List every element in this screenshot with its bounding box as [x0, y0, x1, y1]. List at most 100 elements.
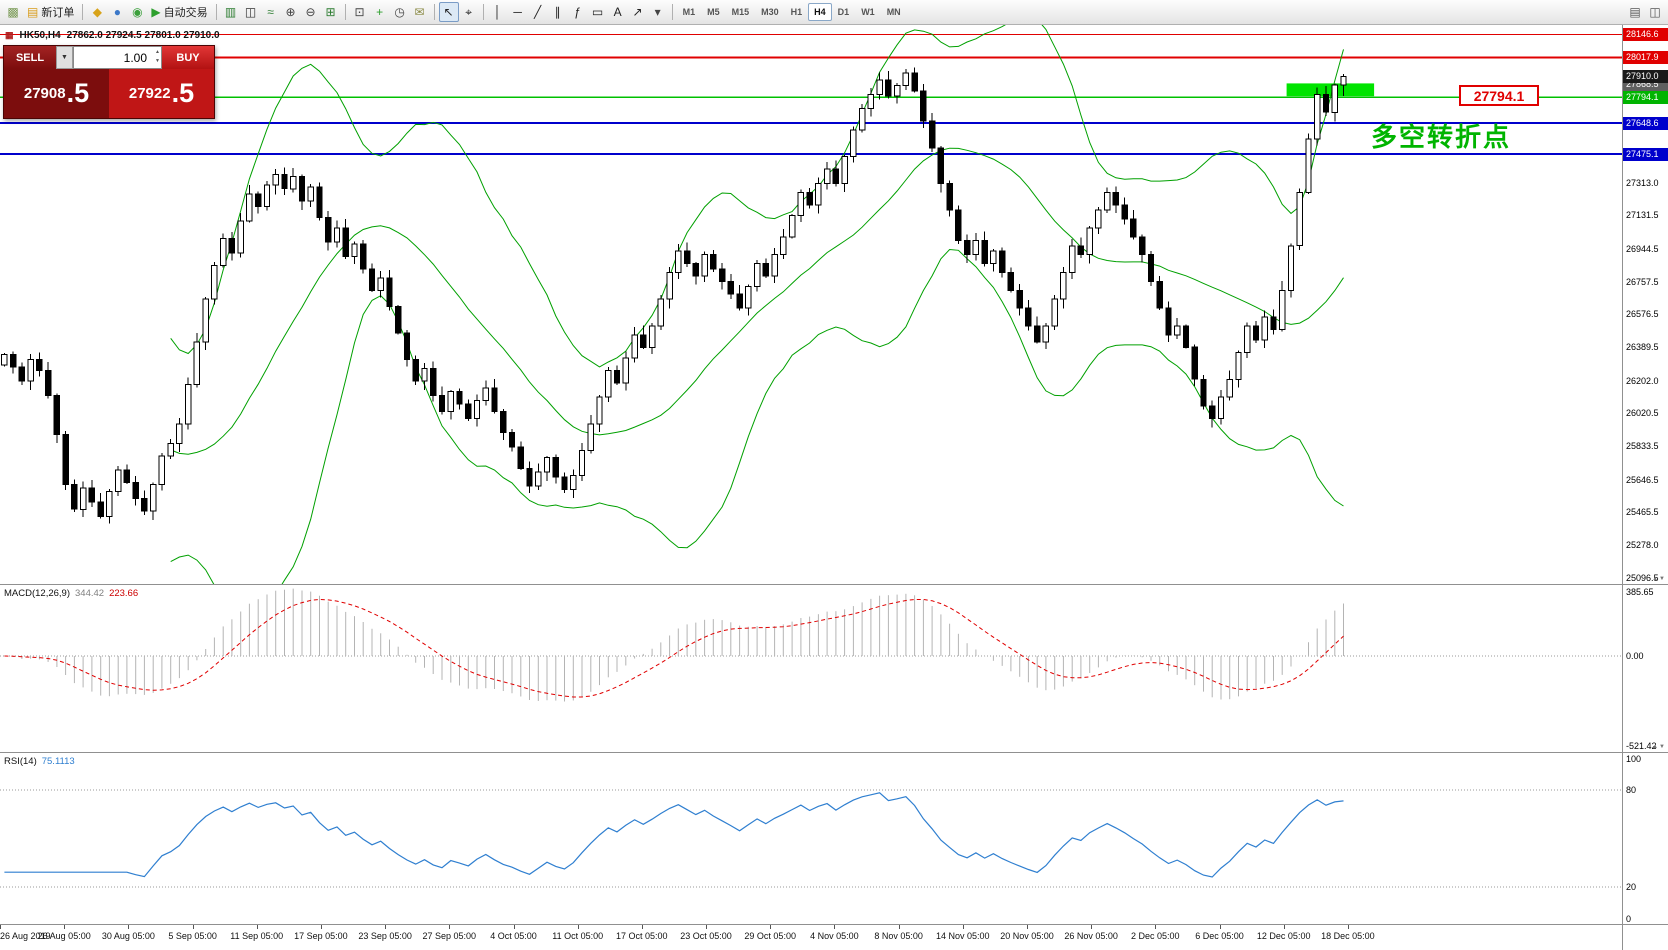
bar-chart-icon[interactable]: ▥ — [221, 2, 241, 22]
window-dock-toggle-icon[interactable]: ◫ — [1649, 5, 1661, 19]
vertical-line-icon: │ — [493, 5, 502, 19]
time-axis-label: 20 Nov 05:00 — [1000, 931, 1054, 941]
new-order-button: ▤ — [27, 5, 39, 19]
price-axis-label: 25465.5 — [1626, 506, 1659, 517]
price-axis-label: 26944.5 — [1626, 243, 1659, 254]
buy-button[interactable]: BUY — [162, 46, 214, 69]
channel-icon[interactable]: ∥ — [548, 2, 568, 22]
market-watch-icon[interactable]: ● — [107, 2, 127, 22]
price-axis[interactable]: ▲▼ ▲▼ 27313.0 27131.5 26944.5 26757.5 26576.… — [1622, 25, 1668, 950]
chart-ohlc-values: 27862.0 27924.5 27801.0 27910.0 — [66, 30, 220, 41]
time-axis-tick — [962, 925, 964, 929]
one-click-trading-panel: SELL ▼ ▲▼ BUY 27908 .5 27922 .5 — [3, 45, 215, 119]
shapes-dropdown-icon[interactable]: ▾ — [648, 2, 668, 22]
channel-icon: ∥ — [554, 5, 561, 19]
time-axis-tick — [770, 925, 772, 929]
indicators-icon[interactable]: + — [370, 2, 390, 22]
zoom-in-icon[interactable]: ⊕ — [281, 2, 301, 22]
trendline-icon[interactable]: ╱ — [528, 2, 548, 22]
vertical-line-icon[interactable]: │ — [488, 2, 508, 22]
zoom-out-icon[interactable]: ⊖ — [301, 2, 321, 22]
periods-icon[interactable]: ◷ — [390, 2, 410, 22]
sell-price-int: 27908 — [23, 85, 66, 102]
volume-spinner[interactable]: ▲ ▼ — [155, 49, 160, 64]
new-chart-icon[interactable]: ⊡ — [350, 2, 370, 22]
pane-separator[interactable] — [0, 752, 1668, 753]
price-axis-label: 27794.1 — [1623, 90, 1668, 104]
time-axis-tick — [1091, 925, 1093, 929]
cursor-icon[interactable]: ↖ — [438, 2, 459, 22]
fibonacci-icon[interactable]: ƒ — [568, 2, 588, 22]
price-axis-label: 25833.5 — [1626, 441, 1659, 452]
line-chart-icon[interactable]: ≈ — [261, 2, 281, 22]
time-axis[interactable]: 26 Aug 2019 26 Aug 05:00 30 Aug 05:00 5 Sep… — [0, 925, 1622, 950]
toolbar-separator — [482, 4, 484, 20]
rsi-pane[interactable]: RSI(14) 75.1113 — [0, 753, 1622, 924]
arrow-tool-icon[interactable]: ↗ — [628, 2, 648, 22]
time-axis-tick — [449, 925, 451, 929]
pane-separator[interactable] — [0, 584, 1668, 585]
symbol-icon: ▦ — [5, 30, 14, 40]
indicators-icon: + — [376, 5, 384, 19]
main-chart-pane[interactable]: ▦ HK50,H4 27862.0 27924.5 27801.0 27910.… — [0, 25, 1622, 584]
rsi-pane-collapse-icon[interactable]: ▲▼ — [1652, 744, 1666, 750]
sell-price[interactable]: 27908 .5 — [4, 69, 109, 118]
rsi-chart-svg[interactable] — [0, 753, 1622, 924]
turning-point-annotation: 多空转折点 — [1371, 122, 1512, 152]
time-axis-tick — [1027, 925, 1028, 929]
volume-dropdown-button[interactable]: ▼ — [56, 46, 73, 69]
pane-separator — [0, 924, 1668, 925]
macd-pane-collapse-icon[interactable]: ▲▼ — [1652, 576, 1666, 582]
time-axis-label: 14 Nov 05:00 — [936, 931, 990, 941]
time-axis-tick — [1155, 925, 1157, 929]
candlestick-chart-icon: ◫ — [244, 5, 257, 19]
timeframe-button-m5[interactable]: M5 — [707, 7, 720, 17]
app-icon: ▩ — [7, 5, 19, 19]
text-icon[interactable]: A — [608, 2, 628, 22]
time-axis-label: 26 Aug 05:00 — [37, 931, 91, 941]
time-axis-label: 23 Oct 05:00 — [680, 931, 732, 941]
timeframe-button-h1[interactable]: H1 — [790, 7, 803, 17]
volume-input[interactable] — [73, 46, 162, 69]
time-axis-label: 2 Dec 05:00 — [1131, 931, 1180, 941]
timeframe-button-h4[interactable]: H4 — [808, 3, 832, 21]
shapes-icon[interactable]: ▭ — [588, 2, 608, 22]
templates-icon[interactable]: ✉ — [410, 2, 430, 22]
new-order-button[interactable]: ▤ 新订单 — [23, 2, 78, 22]
app-icon[interactable]: ▩ — [3, 2, 23, 22]
market-watch-icon: ● — [113, 5, 121, 19]
price-axis-label: 27648.6 — [1623, 116, 1668, 130]
buy-price[interactable]: 27922 .5 — [109, 69, 214, 118]
timeframe-button-d1[interactable]: D1 — [837, 7, 850, 17]
price-axis-label: 25646.5 — [1626, 474, 1659, 485]
timeframe-button-w1[interactable]: W1 — [861, 7, 875, 17]
timeframe-button-m15[interactable]: M15 — [731, 7, 750, 17]
rsi-value: 75.1113 — [41, 756, 75, 767]
toolbar-separator — [82, 4, 84, 20]
autotrade-button[interactable]: ▶ 自动交易 — [147, 2, 211, 22]
time-axis-tick — [320, 925, 322, 929]
macd-pane[interactable]: MACD(12,26,9) 344.42 223.66 — [0, 585, 1622, 752]
candlestick-chart-icon[interactable]: ◫ — [241, 2, 261, 22]
sell-button[interactable]: SELL — [4, 46, 56, 69]
horizontal-line-icon[interactable]: ─ — [508, 2, 528, 22]
chart-list-toggle-icon[interactable]: ▤ — [1629, 5, 1641, 19]
tile-windows-icon[interactable]: ⊞ — [321, 2, 341, 22]
price-axis-label: 26020.5 — [1626, 408, 1659, 418]
macd-chart-svg[interactable] — [0, 585, 1622, 752]
bar-chart-icon: ▥ — [224, 5, 237, 19]
text-icon: A — [613, 5, 622, 19]
time-axis-label: 26 Nov 05:00 — [1064, 931, 1118, 941]
data-window-icon[interactable]: ◉ — [127, 2, 147, 22]
time-axis-label: 5 Sep 05:00 — [168, 931, 217, 941]
time-axis-label: 4 Oct 05:00 — [490, 931, 537, 941]
price-chart-svg[interactable] — [0, 25, 1622, 584]
timeframe-button-mn[interactable]: MN — [886, 7, 901, 17]
timeframe-button-m30[interactable]: M30 — [761, 7, 779, 17]
time-axis-label: 11 Sep 05:00 — [230, 931, 284, 941]
profiles-icon[interactable]: ◆ — [87, 2, 107, 22]
time-axis-label: 12 Dec 05:00 — [1256, 931, 1311, 941]
timeframe-button-m1[interactable]: M1 — [682, 7, 696, 17]
chart-column: ▦ HK50,H4 27862.0 27924.5 27801.0 27910.… — [0, 25, 1622, 950]
crosshair-icon[interactable]: ⌖ — [459, 2, 479, 22]
